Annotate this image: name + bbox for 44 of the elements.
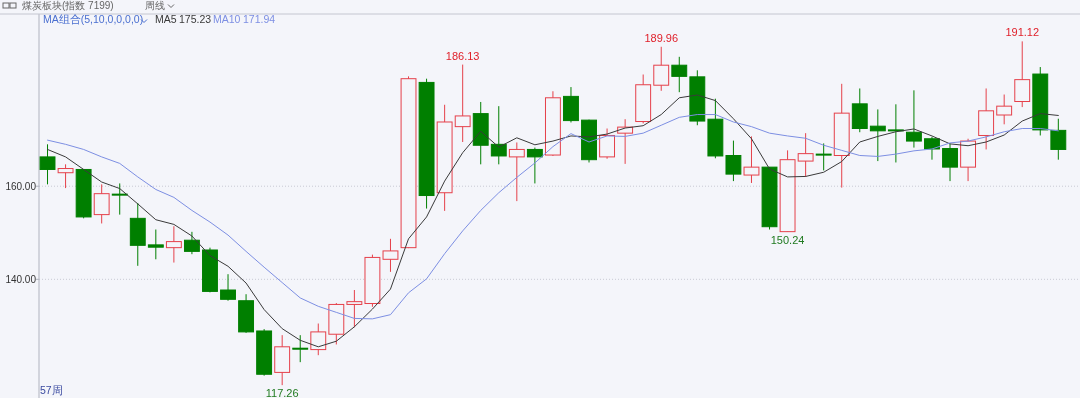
annotation: 191.12 (1005, 26, 1040, 39)
candlestick (996, 94, 1013, 125)
candlestick (454, 64, 471, 143)
candlestick (887, 103, 904, 163)
candlestick (220, 273, 236, 302)
annotation: 57周 (40, 384, 63, 396)
annotation: 186.13 (445, 49, 480, 62)
y-tick-label: 140.00 (5, 273, 37, 285)
text: MA10 (213, 13, 241, 25)
candlestick (653, 46, 670, 92)
candlestick (815, 142, 832, 171)
annotation: 150.24 (770, 233, 805, 246)
text: MA5 (155, 13, 177, 25)
candlestick (292, 334, 309, 363)
candlestick (1014, 40, 1031, 108)
candlestick (310, 323, 327, 356)
candlestick (147, 229, 164, 260)
annotation: 171.94 (243, 13, 276, 25)
candlestick (346, 289, 363, 328)
candlestick (725, 140, 742, 182)
candlestick (869, 108, 886, 162)
candlestick (905, 89, 922, 149)
annotation: 189.96 (644, 31, 679, 44)
chart-title: 煤炭板块(指数 7199) (22, 0, 114, 11)
candlestick (942, 142, 958, 182)
candlestick (526, 147, 543, 184)
annotation: MA组合(5,10,0,0,0,0) (43, 13, 144, 25)
annotation: 175.23 (179, 13, 212, 25)
y-tick-label: 160.00 (5, 180, 37, 192)
candlestick (1050, 118, 1067, 161)
candlestick (490, 105, 507, 165)
candlestick (924, 136, 940, 161)
candlestick (508, 141, 525, 202)
annotation: 117.26 (265, 387, 299, 398)
candlestick (183, 231, 200, 255)
chart-subtitle: 周线 (145, 0, 165, 11)
candlestick (57, 163, 74, 189)
candlestick (599, 128, 616, 160)
candlestick (111, 182, 128, 216)
candlestick (743, 135, 760, 184)
candlestick (93, 183, 110, 224)
candlestick (165, 225, 182, 264)
candlestick (671, 56, 688, 93)
candlestick (797, 132, 814, 178)
